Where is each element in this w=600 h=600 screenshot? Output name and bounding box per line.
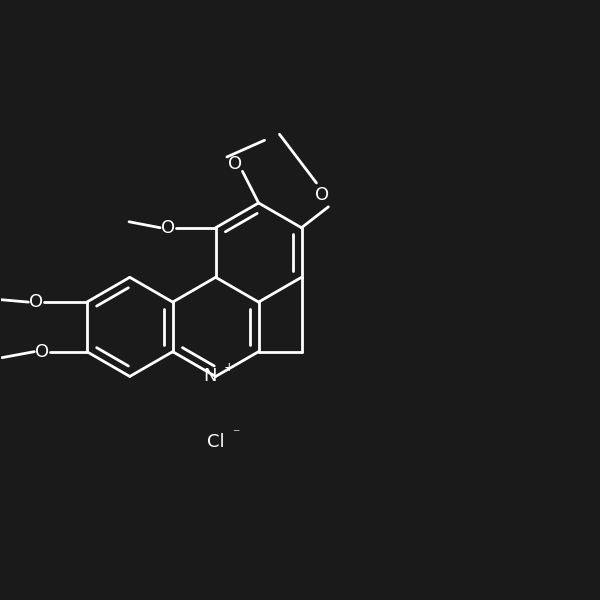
Text: N: N (203, 367, 217, 385)
Text: ⁻: ⁻ (232, 427, 239, 442)
Text: Cl: Cl (207, 433, 224, 451)
Text: O: O (29, 293, 43, 311)
Text: O: O (35, 343, 49, 361)
Text: +: + (223, 361, 234, 374)
Text: O: O (161, 219, 175, 237)
Text: O: O (227, 155, 242, 173)
Text: O: O (316, 186, 329, 204)
